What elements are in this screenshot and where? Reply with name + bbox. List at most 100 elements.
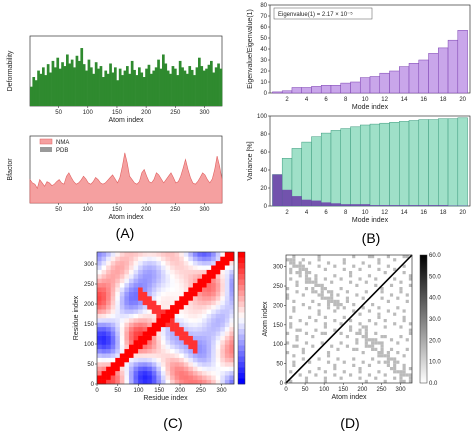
correlation-xtick-label: 100 <box>134 388 145 394</box>
correlation-cell <box>119 274 125 279</box>
correlation-colorbar-cell <box>238 318 245 324</box>
correlation-cell <box>106 370 111 376</box>
correlation-cell <box>174 256 180 262</box>
correlation-cell <box>97 366 102 372</box>
correlation-cell <box>142 274 148 279</box>
correlation-cell <box>202 291 207 297</box>
correlation-cell <box>215 260 221 266</box>
correlation-cell <box>174 304 180 310</box>
correlation-cell <box>160 379 166 385</box>
correlation-cell <box>229 362 235 367</box>
correlation-cell <box>110 260 116 266</box>
correlation-cell <box>160 260 166 266</box>
correlation-cell <box>101 344 107 350</box>
deformability-bar <box>90 67 93 106</box>
correlation-cell <box>174 331 180 336</box>
correlation-cell <box>229 313 235 319</box>
contact-cell <box>314 290 318 294</box>
correlation-cell <box>115 375 121 380</box>
contact-cell <box>383 373 387 377</box>
correlation-cell <box>138 252 143 257</box>
contact-cell <box>364 328 368 332</box>
correlation-cell <box>183 326 189 332</box>
correlation-cell <box>110 274 116 279</box>
bfactor-xtick-label: 200 <box>141 207 152 213</box>
correlation-cell <box>206 287 212 292</box>
contact-cell <box>298 274 302 278</box>
correlation-cell <box>174 370 180 376</box>
deformability-bar <box>104 70 108 106</box>
deformability-bar <box>169 73 172 106</box>
correlation-cell <box>192 300 198 306</box>
correlation-cell <box>215 362 221 367</box>
contact-cell <box>399 287 403 291</box>
contact-cell <box>396 306 400 310</box>
contact-cell <box>314 283 318 287</box>
correlation-cell <box>151 348 157 354</box>
correlation-cell <box>174 379 180 385</box>
correlation-cell <box>110 300 116 306</box>
correlation-cell <box>165 335 171 341</box>
contact-cell <box>393 258 397 262</box>
correlation-cell <box>147 282 153 288</box>
correlation-cell <box>206 322 212 328</box>
correlation-cell <box>183 313 189 319</box>
correlation-cell <box>170 265 175 270</box>
eigen-annotation-box <box>273 7 373 20</box>
correlation-cell <box>156 326 162 332</box>
variance-cumulative-bar <box>340 128 351 207</box>
correlation-cell <box>151 296 157 301</box>
correlation-cell <box>229 353 235 358</box>
correlation-cell <box>220 287 226 292</box>
correlation-cell <box>220 357 226 363</box>
correlation-cell <box>138 309 143 314</box>
correlation-colorbar-cell <box>238 323 245 330</box>
correlation-cell <box>119 340 125 345</box>
correlation-cell <box>115 256 121 262</box>
variance-individual-bar <box>418 205 429 206</box>
correlation-cell <box>224 357 230 363</box>
eigen-bar <box>359 77 371 94</box>
correlation-cell <box>170 300 175 306</box>
correlation-cell <box>224 278 230 284</box>
correlation-cell <box>124 300 130 306</box>
correlation-colorbar <box>237 251 246 385</box>
correlation-cell <box>224 348 230 354</box>
contact-cell <box>352 309 356 313</box>
contact-cell <box>308 315 312 319</box>
correlation-cell <box>197 375 203 380</box>
correlation-cell <box>192 326 198 332</box>
contact-cell <box>323 287 327 291</box>
correlation-cell <box>188 366 194 372</box>
deformability-bar <box>135 75 139 106</box>
contact-cell <box>405 347 409 351</box>
contact-cell <box>380 335 384 339</box>
correlation-cell <box>156 340 162 345</box>
correlation-cell <box>147 278 153 284</box>
correlation-cell <box>156 265 162 270</box>
correlation-cell <box>101 309 107 314</box>
contact-cell <box>326 296 331 300</box>
correlation-cell <box>211 260 217 266</box>
correlation-cell <box>192 379 198 385</box>
contact-cell <box>320 290 324 294</box>
correlation-cell <box>138 379 143 385</box>
contact-cell <box>352 264 356 268</box>
correlation-cell <box>165 287 171 292</box>
contact-cell <box>371 344 375 348</box>
contact-cell <box>402 315 406 319</box>
contact-cell <box>326 290 331 294</box>
correlation-cell <box>179 331 185 336</box>
correlation-cell <box>147 309 153 314</box>
deformability-bar <box>205 68 208 106</box>
correlation-cell <box>142 256 148 262</box>
correlation-cell <box>188 256 194 262</box>
correlation-cell <box>151 309 157 314</box>
correlation-cell <box>147 269 153 275</box>
correlation-cell <box>174 291 180 297</box>
correlation-cell <box>151 278 157 284</box>
correlation-cell <box>229 278 235 284</box>
contact-cell <box>311 344 315 348</box>
correlation-cell <box>128 309 134 314</box>
correlation-cell <box>128 291 134 297</box>
